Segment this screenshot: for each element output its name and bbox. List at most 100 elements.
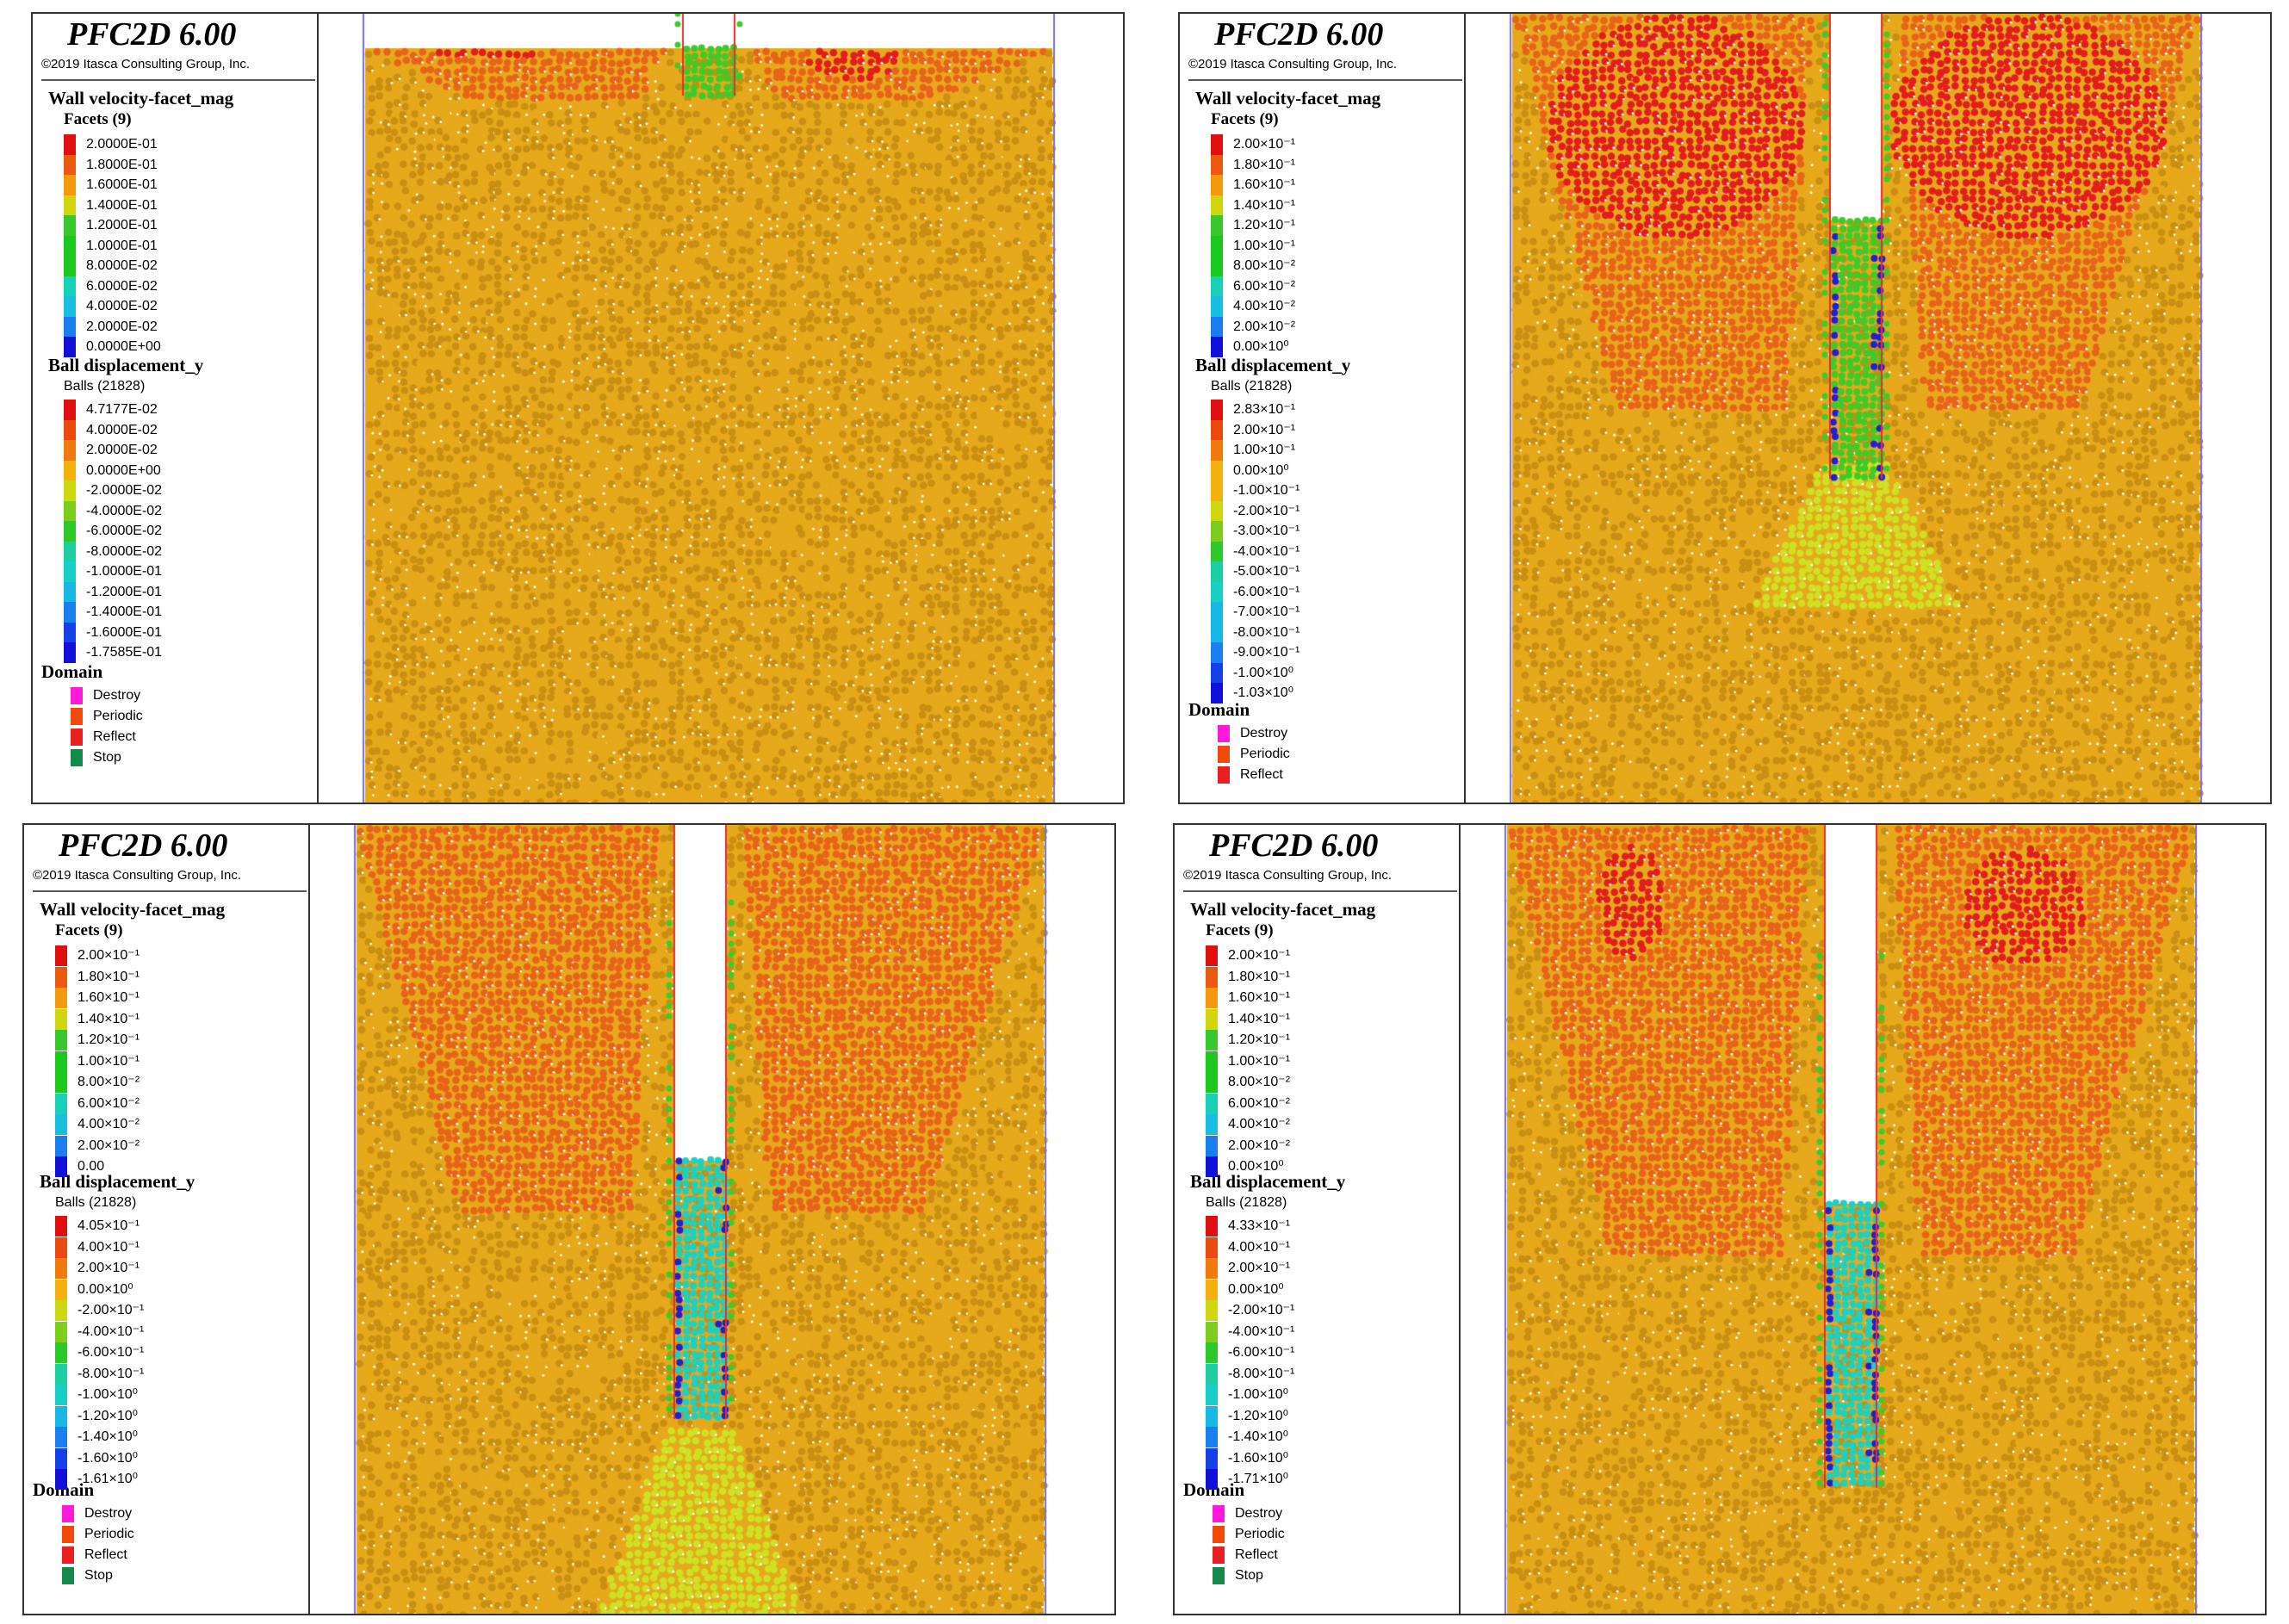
colorbar-swatch	[64, 460, 76, 481]
colorbar-swatch	[1211, 337, 1223, 357]
colorbar-swatch	[1206, 1114, 1218, 1135]
colorbar-swatch	[55, 988, 67, 1008]
colorbar-value: -6.00×10⁻¹	[78, 1345, 145, 1360]
wall-colorbar-row: 1.20×10⁻¹	[55, 1030, 140, 1051]
colorbar-value: 2.00×10⁻¹	[1228, 948, 1291, 963]
panel-border-right	[2265, 825, 2267, 1615]
wall-colorbar-row: 1.60×10⁻¹	[1211, 175, 1295, 195]
colorbar-value: 1.0000E-01	[86, 238, 158, 253]
wall-colorbar-row: 1.80×10⁻¹	[55, 966, 140, 988]
wall-colorbar-row: 6.00×10⁻²	[55, 1093, 140, 1114]
colorbar-value: 1.40×10⁻¹	[1233, 197, 1296, 213]
colorbar-swatch	[1211, 581, 1223, 603]
colorbar-value: -1.03×10⁰	[1233, 685, 1294, 700]
colorbar-swatch	[1211, 642, 1223, 663]
colorbar-swatch	[1206, 1469, 1218, 1490]
wall-colorbar-row: 1.6000E-01	[64, 175, 158, 195]
colorbar-value: 0.0000E+00	[86, 462, 161, 478]
ball-colorbar-row: -8.00×10⁻¹	[55, 1363, 145, 1385]
wall-colorbar-row: 6.0000E-02	[64, 276, 158, 297]
colorbar-value: -8.00×10⁻¹	[78, 1366, 145, 1381]
colorbar-swatch	[1211, 400, 1223, 420]
domain-row: Stop	[71, 747, 121, 768]
colorbar-value: 1.00×10⁻¹	[78, 1053, 140, 1069]
colorbar-swatch	[1211, 662, 1223, 684]
colorbar-value: 1.20×10⁻¹	[78, 1032, 140, 1047]
colorbar-value: -8.0000E-02	[86, 543, 163, 559]
model-view-1	[322, 14, 1123, 803]
colorbar-value: 0.00×10⁰	[78, 1281, 133, 1297]
balls-count-label: Balls (21828)	[1206, 1195, 1287, 1210]
plot-panel-2: PFC2D 6.00 ©2019 Itasca Consulting Group…	[1178, 12, 2272, 804]
wall-colorbar-row: 2.00×10⁻²	[1206, 1135, 1290, 1156]
wall-colorbar-row: 2.0000E-01	[64, 134, 158, 155]
colorbar-value: 1.00×10⁻¹	[1233, 443, 1296, 457]
ball-colorbar-row: -1.20×10⁰	[1206, 1405, 1288, 1427]
ball-colorbar-row: 4.0000E-02	[64, 419, 158, 441]
ball-colorbar-row: -1.60×10⁰	[55, 1447, 138, 1469]
colorbar-value: -4.00×10⁻¹	[1228, 1323, 1295, 1339]
ball-colorbar-row: 4.05×10⁻¹	[55, 1216, 140, 1237]
colorbar-value: 8.0000E-02	[86, 258, 158, 273]
colorbar-value: -2.00×10⁻¹	[1228, 1303, 1295, 1317]
title-divider	[33, 890, 307, 892]
wall-colorbar-row: 2.0000E-02	[64, 316, 158, 338]
colorbar-swatch	[1211, 622, 1223, 643]
ball-colorbar-row: -7.00×10⁻¹	[1211, 602, 1300, 623]
wall-colorbar-row: 2.00×10⁻¹	[55, 945, 140, 966]
ball-colorbar-row: 0.00×10⁰	[55, 1279, 133, 1300]
colorbar-swatch	[1206, 1216, 1218, 1237]
particle-plot-canvas	[313, 825, 1114, 1614]
colorbar-swatch	[55, 1385, 67, 1405]
domain-row: Reflect	[62, 1545, 127, 1565]
colorbar-value: -8.00×10⁻¹	[1233, 624, 1300, 640]
ball-colorbar-row: -6.0000E-02	[64, 521, 162, 542]
colorbar-value: 1.80×10⁻¹	[1233, 157, 1296, 172]
colorbar-swatch	[55, 1008, 67, 1030]
colorbar-swatch	[64, 521, 76, 542]
colorbar-swatch	[1206, 1342, 1218, 1363]
colorbar-value: 0.0000E+00	[86, 339, 161, 354]
colorbar-swatch	[1211, 235, 1223, 257]
colorbar-value: 0.00×10⁰	[1233, 462, 1289, 478]
facets-label: Facets (9)	[64, 110, 132, 128]
colorbar-swatch	[1211, 256, 1223, 276]
domain-swatch	[1218, 746, 1230, 763]
colorbar-value: 4.00×10⁻²	[78, 1117, 140, 1131]
ball-colorbar-row: -6.00×10⁻¹	[55, 1342, 144, 1363]
wall-colorbar-row: 4.00×10⁻²	[1206, 1114, 1290, 1135]
colorbar-value: -4.00×10⁻¹	[1233, 543, 1300, 559]
ball-colorbar-row: -9.00×10⁻¹	[1211, 642, 1300, 663]
colorbar-swatch	[55, 1405, 67, 1427]
copyright-text: ©2019 Itasca Consulting Group, Inc.	[1183, 868, 1393, 883]
domain-label: Periodic	[93, 709, 143, 723]
wall-colorbar-row: 4.00×10⁻²	[55, 1114, 140, 1135]
colorbar-swatch	[64, 602, 76, 623]
panel-border-right	[1123, 14, 1125, 804]
colorbar-swatch	[1211, 316, 1223, 338]
colorbar-value: -6.0000E-02	[86, 524, 163, 538]
colorbar-swatch	[64, 134, 76, 155]
colorbar-value: 1.6000E-01	[86, 177, 158, 192]
copyright-text: ©2019 Itasca Consulting Group, Inc.	[41, 57, 251, 71]
facets-label: Facets (9)	[1211, 110, 1279, 128]
colorbar-value: -1.00×10⁰	[1233, 665, 1294, 680]
title-divider	[1188, 79, 1462, 81]
ball-colorbar-row: 4.00×10⁻¹	[55, 1237, 140, 1258]
colorbar-swatch	[55, 1447, 67, 1469]
colorbar-swatch	[1206, 1405, 1218, 1427]
colorbar-value: 4.00×10⁻²	[1228, 1117, 1291, 1131]
colorbar-swatch	[1206, 1321, 1218, 1342]
colorbar-value: 0.00×10⁰	[1228, 1281, 1284, 1297]
ball-colorbar-row: 2.00×10⁻¹	[55, 1258, 140, 1279]
colorbar-value: 4.05×10⁻¹	[78, 1218, 140, 1233]
ball-colorbar-row: 4.33×10⁻¹	[1206, 1216, 1290, 1237]
colorbar-value: 2.00×10⁻¹	[1233, 137, 1296, 152]
wall-colorbar-row: 4.0000E-02	[64, 296, 158, 317]
colorbar-swatch	[55, 1342, 67, 1363]
panel-border-right	[2270, 14, 2272, 804]
colorbar-value: 1.4000E-01	[86, 197, 158, 213]
colorbar-value: 2.0000E-01	[86, 137, 158, 152]
colorbar-value: -1.4000E-01	[86, 604, 163, 619]
domain-row: Periodic	[1218, 744, 1290, 765]
